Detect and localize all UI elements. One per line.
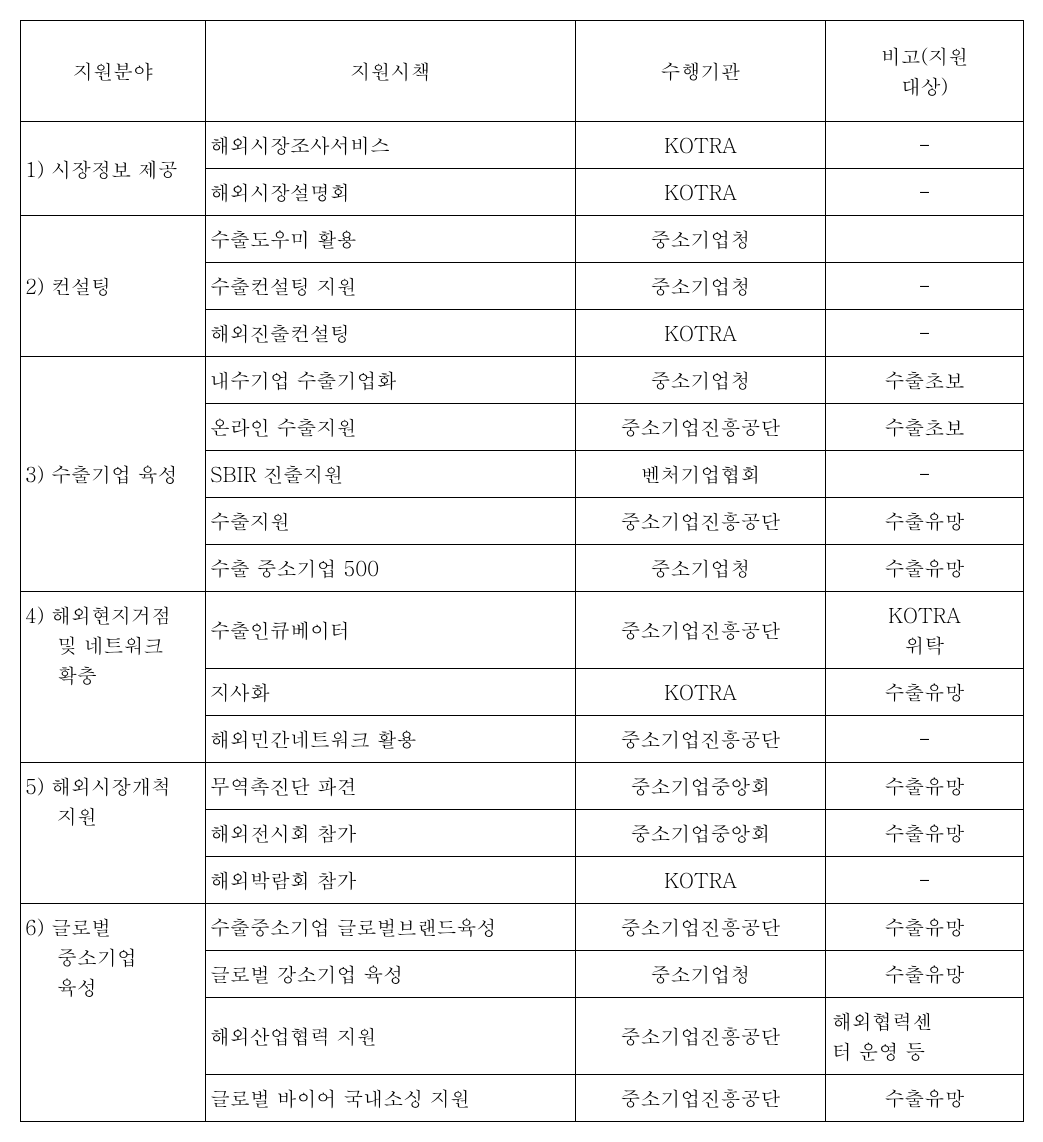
category-market-info: 1) 시장정보 제공 [21,122,206,216]
institution-cell: 중소기업진흥공단 [576,592,826,669]
header-institution: 수행기관 [576,21,826,122]
category-line: 육성 [25,972,199,1002]
remarks-cell: 해외협력센 터 운영 등 [826,998,1024,1075]
policy-cell: 해외전시회 참가 [206,810,576,857]
institution-cell: KOTRA [576,169,826,216]
remarks-cell: KOTRA 위탁 [826,592,1024,669]
category-line: 및 네트워크 [25,630,199,660]
institution-cell: 중소기업청 [576,357,826,404]
policy-cell: 수출인큐베이터 [206,592,576,669]
table-row: 2) 컨설팅 수출도우미 활용 중소기업청 [21,216,1024,263]
remarks-cell: - [826,857,1024,904]
remarks-cell: - [826,451,1024,498]
remarks-line: 위탁 [905,630,945,659]
header-remarks-line2: 대상) [901,71,949,100]
policy-cell: 수출중소기업 글로벌브랜드육성 [206,904,576,951]
support-policy-table: 지원분야 지원시책 수행기관 비고(지원 대상) 1) 시장정보 제공 해외시장… [20,20,1024,1122]
table-header-row: 지원분야 지원시책 수행기관 비고(지원 대상) [21,21,1024,122]
policy-cell: 지사화 [206,669,576,716]
category-overseas-market: 5) 해외시장개척 지원 [21,763,206,904]
remarks-cell: 수출유망 [826,763,1024,810]
policy-cell: 수출도우미 활용 [206,216,576,263]
policy-cell: 해외시장조사서비스 [206,122,576,169]
category-overseas-base: 4) 해외현지거점 및 네트워크 확충 [21,592,206,763]
remarks-cell: 수출유망 [826,669,1024,716]
remarks-cell: - [826,169,1024,216]
institution-cell: 중소기업진흥공단 [576,904,826,951]
category-line: 6) 글로벌 [25,912,111,941]
institution-cell: KOTRA [576,669,826,716]
institution-cell: KOTRA [576,857,826,904]
institution-cell: KOTRA [576,310,826,357]
remarks-cell: 수출유망 [826,1075,1024,1122]
policy-cell: 해외민간네트워크 활용 [206,716,576,763]
policy-cell: 수출 중소기업 500 [206,545,576,592]
policy-cell: 무역촉진단 파견 [206,763,576,810]
table-row: 4) 해외현지거점 및 네트워크 확충 수출인큐베이터 중소기업진흥공단 KOT… [21,592,1024,669]
policy-cell: 내수기업 수출기업화 [206,357,576,404]
remarks-cell: 수출유망 [826,498,1024,545]
remarks-cell: - [826,122,1024,169]
remarks-cell: 수출초보 [826,404,1024,451]
institution-cell: 중소기업진흥공단 [576,404,826,451]
institution-cell: 중소기업진흥공단 [576,716,826,763]
remarks-cell: 수출유망 [826,951,1024,998]
header-remarks-line1: 비고(지원 [881,41,969,70]
institution-cell: 중소기업중앙회 [576,810,826,857]
policy-cell: 해외진출컨설팅 [206,310,576,357]
policy-cell: 수출컨설팅 지원 [206,263,576,310]
institution-cell: 중소기업진흥공단 [576,1075,826,1122]
remarks-cell: - [826,310,1024,357]
institution-cell: 중소기업중앙회 [576,763,826,810]
institution-cell: 중소기업청 [576,216,826,263]
remarks-cell [826,216,1024,263]
institution-cell: 중소기업진흥공단 [576,498,826,545]
remarks-cell: - [826,263,1024,310]
institution-cell: 벤처기업협회 [576,451,826,498]
table-row: 6) 글로벌 중소기업 육성 수출중소기업 글로벌브랜드육성 중소기업진흥공단 … [21,904,1024,951]
remarks-cell: - [826,716,1024,763]
category-export-cultivation: 3) 수출기업 육성 [21,357,206,592]
category-line: 확충 [25,660,199,690]
header-policy: 지원시책 [206,21,576,122]
policy-cell: 해외산업협력 지원 [206,998,576,1075]
policy-cell: 해외박람회 참가 [206,857,576,904]
remarks-line: 터 운영 등 [832,1036,925,1065]
policy-cell: 수출지원 [206,498,576,545]
institution-cell: 중소기업진흥공단 [576,998,826,1075]
category-consulting: 2) 컨설팅 [21,216,206,357]
remarks-cell: 수출유망 [826,810,1024,857]
institution-cell: 중소기업청 [576,545,826,592]
category-line: 5) 해외시장개척 [25,771,171,800]
category-global-sme: 6) 글로벌 중소기업 육성 [21,904,206,1122]
table-row: 5) 해외시장개척 지원 무역촉진단 파견 중소기업중앙회 수출유망 [21,763,1024,810]
policy-cell: SBIR 진출지원 [206,451,576,498]
policy-cell: 온라인 수출지원 [206,404,576,451]
institution-cell: 중소기업청 [576,951,826,998]
remarks-cell: 수출유망 [826,545,1024,592]
institution-cell: 중소기업청 [576,263,826,310]
institution-cell: KOTRA [576,122,826,169]
header-remarks: 비고(지원 대상) [826,21,1024,122]
policy-cell: 글로벌 바이어 국내소싱 지원 [206,1075,576,1122]
table-row: 3) 수출기업 육성 내수기업 수출기업화 중소기업청 수출초보 [21,357,1024,404]
table-row: 1) 시장정보 제공 해외시장조사서비스 KOTRA - [21,122,1024,169]
remarks-line: KOTRA [888,600,961,629]
remarks-cell: 수출초보 [826,357,1024,404]
category-line: 지원 [25,801,199,831]
policy-cell: 글로벌 강소기업 육성 [206,951,576,998]
category-line: 4) 해외현지거점 [25,600,171,629]
category-line: 중소기업 [25,942,199,972]
header-category: 지원분야 [21,21,206,122]
remarks-line: 해외협력센 [832,1006,932,1035]
policy-cell: 해외시장설명회 [206,169,576,216]
remarks-cell: 수출유망 [826,904,1024,951]
